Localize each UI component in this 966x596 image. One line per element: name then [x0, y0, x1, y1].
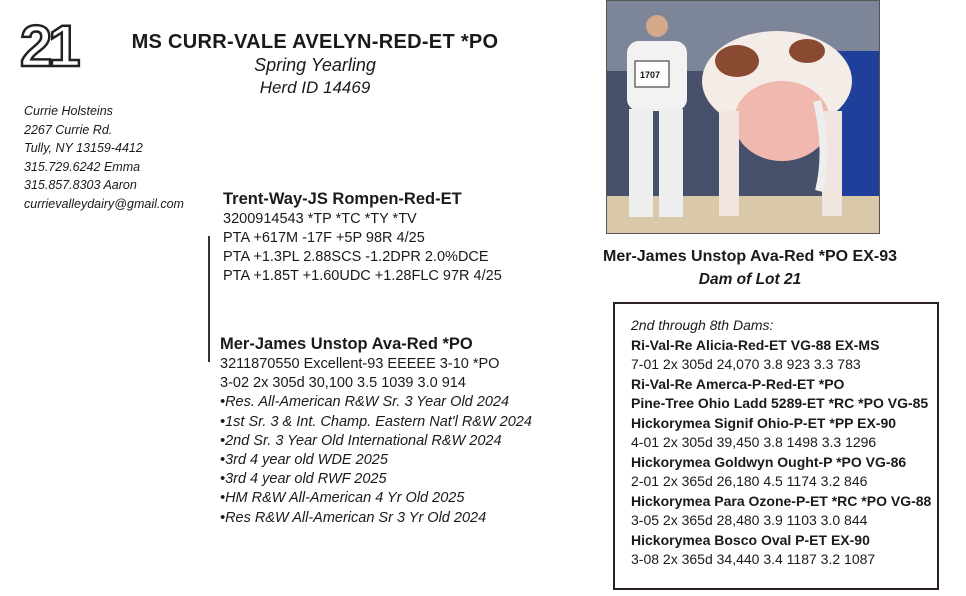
dam-award: •2nd Sr. 3 Year Old International R&W 20…	[220, 432, 502, 449]
sire-info-line: 3200914543 *TP *TC *TY *TV	[223, 211, 417, 227]
dam-block: Mer-James Unstop Ava-Red *PO 3211870550 …	[220, 333, 532, 528]
pedigree-connector	[208, 236, 210, 362]
photo-caption: Mer-James Unstop Ava-Red *PO EX-93	[602, 248, 897, 265]
dam-award: •HM R&W All-American 4 Yr Old 2025	[220, 490, 465, 507]
lot-number: 21	[20, 14, 84, 72]
svg-text:21: 21	[20, 14, 79, 72]
ancestor-name: Hickorymea Signif Ohio-P-ET *PP EX-90	[631, 414, 897, 431]
ancestor-record: 3-08 2x 365d 34,440 3.4 1187 3.2 1087	[631, 551, 876, 567]
sire-info-line: PTA +1.85T +1.60UDC +1.28FLC 97R 4/25	[223, 268, 502, 284]
dam-info-line: 3-02 2x 305d 30,100 3.5 1039 3.0 914	[220, 375, 466, 392]
ancestor-record: 4-01 2x 305d 39,450 3.8 1498 3.3 1296	[631, 434, 877, 450]
animal-name: MS CURR-VALE AVELYN-RED-ET *PO	[131, 31, 499, 53]
consignor-line: 2267 Currie Rd.	[24, 122, 113, 137]
sire-name: Trent-Way-JS Rompen-Red-ET	[223, 190, 462, 208]
ancestor-record: 2-01 2x 365d 26,180 4.5 1174 3.2 846	[631, 473, 868, 489]
dam-photo: 1707	[606, 0, 880, 234]
photo-subcaption: Dam of Lot 21	[698, 271, 802, 288]
consignor-line: Currie Holsteins	[24, 104, 113, 118]
sire-block: Trent-Way-JS Rompen-Red-ET 3200914543 *T…	[223, 188, 502, 286]
herd-id: Herd ID 14469	[259, 78, 371, 97]
consignor-line: 315.729.6242 Emma	[24, 159, 141, 174]
dam-name: Mer-James Unstop Ava-Red *PO	[220, 335, 473, 353]
sire-info-line: PTA +1.3PL 2.88SCS -1.2DPR 2.0%DCE	[223, 249, 489, 265]
ancestor-name: Pine-Tree Ohio Ladd 5289-ET *RC *PO VG-8…	[631, 395, 929, 411]
dams-heading: 2nd through 8th Dams:	[631, 317, 774, 333]
ancestor-name: Ri-Val-Re Alicia-Red-ET VG-88 EX-MS	[631, 336, 880, 353]
consignor-line: currievalleydairy@gmail.com	[24, 196, 184, 211]
ancestor-name: Hickorymea Para Ozone-P-ET *RC *PO VG-88	[631, 492, 932, 509]
consignor-line: 315.857.8303 Aaron	[24, 178, 137, 193]
dam-award: •3rd 4 year old WDE 2025	[220, 452, 388, 469]
dam-award: •Res. All-American R&W Sr. 3 Year Old 20…	[220, 394, 510, 411]
ancestor-record: 7-01 2x 305d 24,070 3.8 923 3.3 783	[631, 356, 861, 372]
consignor-info: Currie Holsteins 2267 Currie Rd. Tully, NY…	[24, 102, 184, 214]
animal-class: Spring Yearling	[254, 55, 376, 75]
sire-info-line: PTA +617M -17F +5P 98R 4/25	[223, 230, 425, 246]
dam-award: •1st Sr. 3 & Int. Champ. Eastern Nat'l R…	[220, 413, 532, 430]
dam-award: •3rd 4 year old RWF 2025	[220, 471, 387, 488]
ancestor-name: Hickorymea Bosco Oval P-ET EX-90	[631, 531, 870, 548]
consignor-line: Tully, NY 13159-4412	[24, 141, 143, 156]
dams-box: 2nd through 8th Dams: Ri-Val-Re Alicia-R…	[613, 302, 939, 590]
ancestor-name: Ri-Val-Re Amerca-P-Red-ET *PO	[631, 375, 845, 392]
handler-number: 1707	[640, 70, 660, 80]
dam-info-line: 3211870550 Excellent-93 EEEEE 3-10 *PO	[220, 356, 500, 372]
ancestor-name: Hickorymea Goldwyn Ought-P *PO VG-86	[631, 453, 907, 470]
dam-award: •Res R&W All-American Sr 3 Yr Old 2024	[220, 509, 487, 526]
ancestor-record: 3-05 2x 365d 28,480 3.9 1103 3.0 844	[631, 512, 868, 528]
